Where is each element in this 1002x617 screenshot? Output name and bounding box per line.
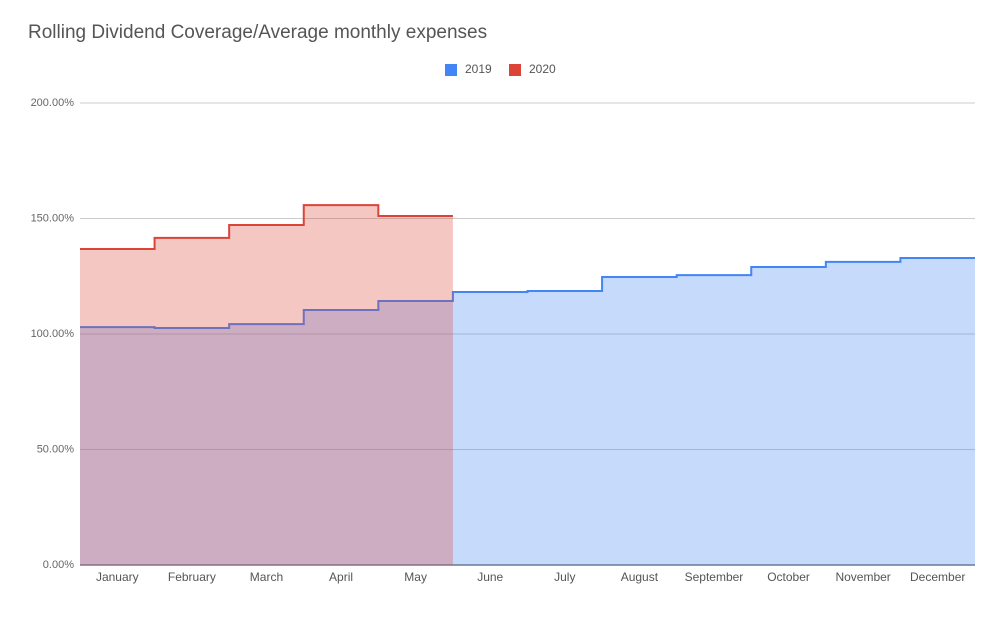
x-tick-label: March [250,570,283,584]
y-tick-label: 50.00% [37,443,75,455]
line [80,257,975,329]
x-tick-label: July [554,570,575,584]
legend-label: 2019 [465,62,492,76]
x-tick-label: October [767,570,810,584]
x-tick-label: September [685,570,744,584]
area [80,258,975,565]
legend-label: 2020 [529,62,556,76]
chart-title: Rolling Dividend Coverage/Average monthl… [28,22,487,43]
x-tick-label: April [329,570,353,584]
legend-swatch [509,64,521,76]
x-tick-label: August [621,570,659,584]
x-tick-label: December [910,570,965,584]
area [80,205,453,566]
x-tick-label: June [477,570,503,584]
x-tick-label: February [168,570,216,584]
x-tick-label: May [404,570,427,584]
legend-swatch [445,64,457,76]
y-tick-label: 0.00% [43,559,74,571]
line [80,204,453,250]
y-tick-label: 150.00% [31,212,75,224]
y-tick-label: 200.00% [31,97,75,109]
x-tick-label: November [835,570,890,584]
y-tick-label: 100.00% [31,328,75,340]
x-tick-label: January [96,570,139,584]
